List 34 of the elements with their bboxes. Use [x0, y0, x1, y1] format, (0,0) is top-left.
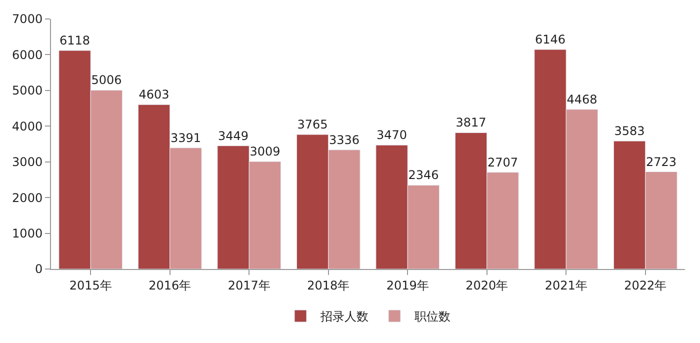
y-tick-label: 6000: [12, 48, 43, 62]
y-tick-label: 4000: [12, 119, 43, 134]
x-tick-label: 2018年: [307, 278, 350, 292]
y-tick-label: 2000: [12, 190, 43, 205]
y-tick-label: 1000: [12, 226, 43, 240]
data-label: 3470: [376, 128, 408, 142]
data-label: 4603: [138, 88, 170, 102]
data-label: 2707: [487, 155, 518, 170]
y-tick-label: 0: [34, 262, 43, 276]
data-label: 2723: [646, 154, 677, 169]
data-label: 3391: [170, 130, 201, 145]
x-tick-label: 2022年: [624, 278, 667, 292]
data-label: 5006: [91, 73, 122, 88]
y-tick-label: 7000: [12, 12, 43, 26]
data-label: 3765: [297, 118, 328, 132]
y-tick-label: 3000: [12, 155, 43, 170]
data-label: 3817: [456, 116, 486, 130]
data-label: 3583: [614, 124, 645, 138]
legend-label: 职位数: [414, 310, 450, 324]
legend-label: 招录人数: [320, 310, 368, 324]
data-label: 3449: [218, 128, 249, 143]
data-label: 6146: [535, 32, 566, 46]
data-label: 4468: [566, 92, 598, 106]
data-label: 6118: [60, 34, 90, 48]
x-tick-label: 2015年: [69, 278, 112, 292]
x-tick-label: 2021年: [544, 278, 588, 292]
x-tick-label: 2017年: [228, 278, 270, 292]
data-label: 3009: [250, 144, 280, 159]
x-tick-label: 2020年: [466, 278, 508, 292]
data-label: 2346: [408, 168, 439, 182]
y-tick-label: 5000: [12, 84, 43, 98]
data-label: 3336: [328, 132, 360, 147]
x-tick-label: 2019年: [386, 278, 429, 292]
x-tick-label: 2016年: [148, 278, 192, 292]
